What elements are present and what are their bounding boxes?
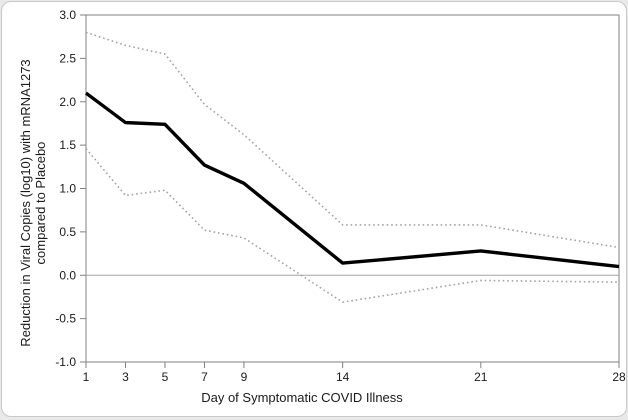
y-tick-label: 2.0 bbox=[59, 95, 76, 109]
x-tick-label: 14 bbox=[336, 370, 350, 384]
y-tick-label: -0.5 bbox=[55, 312, 76, 326]
y-tick-label: -1.0 bbox=[55, 355, 76, 369]
x-tick-label: 3 bbox=[122, 370, 129, 384]
x-axis-label: Day of Symptomatic COVID Illness bbox=[201, 390, 403, 405]
x-tick-label: 5 bbox=[162, 370, 169, 384]
y-tick-label: 1.0 bbox=[59, 182, 76, 196]
y-tick-label: 1.5 bbox=[59, 138, 76, 152]
x-tick-label: 28 bbox=[612, 370, 626, 384]
y-axis-label: Reduction in Viral Copies (log10) with m… bbox=[18, 0, 48, 413]
lower-dotted-line bbox=[85, 148, 620, 303]
plot-frame bbox=[85, 14, 620, 363]
y-axis-label-line2: compared to Placebo bbox=[33, 141, 48, 265]
y-axis-label-line1: Reduction in Viral Copies (log10) with m… bbox=[18, 59, 33, 347]
x-tick-label: 21 bbox=[474, 370, 488, 384]
estimate-solid-line bbox=[84, 91, 620, 269]
y-tick-label: 0.5 bbox=[59, 225, 76, 239]
upper-dotted-line bbox=[85, 31, 620, 249]
y-tick-label: 0.0 bbox=[59, 268, 76, 282]
x-tick-label: 9 bbox=[241, 370, 248, 384]
y-tick-label: 3.0 bbox=[59, 8, 76, 22]
x-tick-label: 7 bbox=[201, 370, 208, 384]
x-tick-label: 1 bbox=[83, 370, 90, 384]
y-tick-label: 2.5 bbox=[59, 51, 76, 65]
